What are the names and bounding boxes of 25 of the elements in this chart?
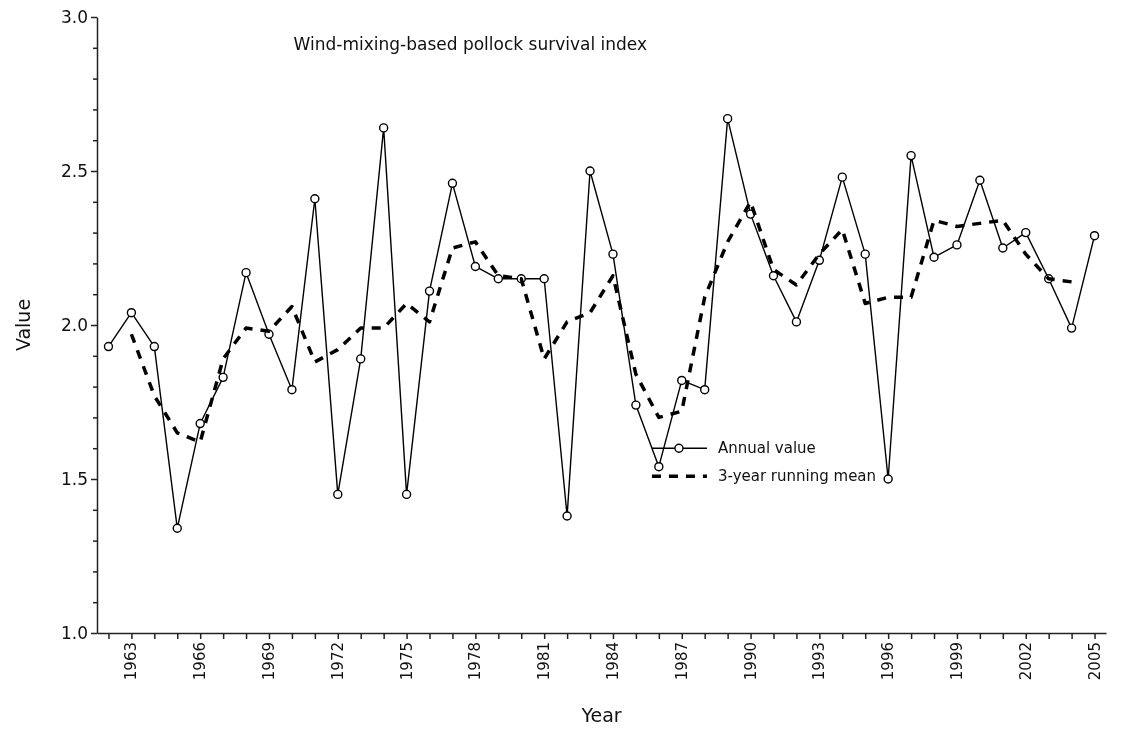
x-tick-label: 2005: [1085, 642, 1104, 681]
x-tick-label: 1987: [672, 642, 691, 681]
x-tick-label: 1969: [259, 642, 278, 681]
x-tick-label: 1993: [810, 642, 829, 681]
y-axis-title: Value: [12, 298, 34, 352]
y-tick-label: 1.0: [60, 622, 88, 643]
x-tick-label: 1963: [122, 642, 141, 681]
x-tick-label: 1972: [328, 642, 347, 681]
y-tick-label: 2.0: [60, 314, 88, 335]
x-tick-label: 1981: [535, 642, 554, 681]
x-tick-label: 1978: [466, 642, 485, 681]
x-tick-label: 1996: [879, 642, 898, 681]
y-tick-label: 1.5: [60, 468, 88, 489]
x-tick-label: 1984: [603, 642, 622, 681]
y-tick-label: 2.5: [60, 160, 88, 181]
x-tick-label: 1975: [397, 642, 416, 681]
x-tick-label: 1990: [741, 642, 760, 681]
x-axis-title: Year: [580, 704, 622, 726]
text: Wind-mixing-based pollock survival index: [293, 34, 648, 54]
legend-label: Annual value: [717, 439, 816, 458]
legend-label: 3-year running mean: [717, 467, 877, 486]
x-tick-label: 1966: [191, 642, 210, 681]
x-tick-label: 2002: [1016, 642, 1035, 681]
x-tick-label: 1999: [947, 642, 966, 681]
y-tick-label: 3.0: [60, 6, 88, 27]
